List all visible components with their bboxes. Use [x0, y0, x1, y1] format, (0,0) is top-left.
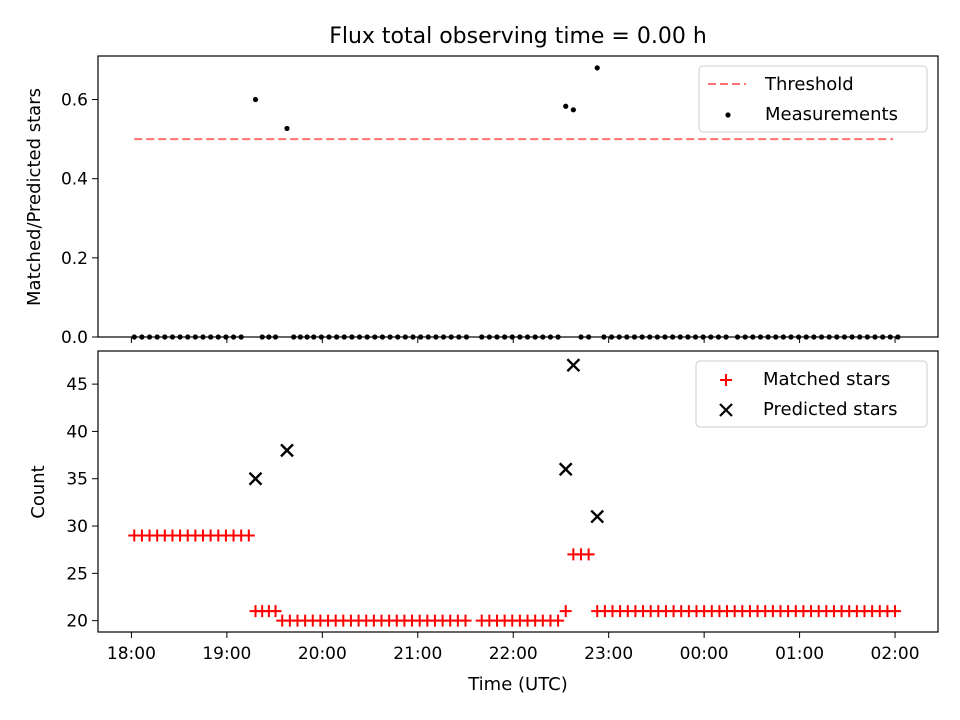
bottom-legend: Matched stars Predicted stars — [695, 360, 928, 428]
x-tick-label: 02:00 — [871, 644, 920, 664]
x-tick-label: 01:00 — [775, 644, 824, 664]
top-y-axis-label: Matched/Predicted stars — [24, 88, 45, 306]
measurement-point — [570, 107, 576, 113]
y-tick-label: 25 — [66, 564, 88, 584]
y-tick-label: 45 — [66, 375, 88, 395]
predicted-star-point — [280, 443, 294, 458]
y-tick-label: 0.0 — [61, 328, 88, 348]
x-tick-label: 21:00 — [393, 644, 442, 664]
matched-star-point — [552, 614, 565, 627]
y-tick-label: 0.4 — [61, 170, 88, 190]
x-tick-label: 22:00 — [489, 644, 538, 664]
top-panel: Flux total observing time = 0.00 h Match… — [24, 24, 939, 348]
top-ticks: 0.0 0.2 0.4 0.6 — [61, 91, 896, 348]
x-tick-label: 00:00 — [680, 644, 729, 664]
bottom-marks — [128, 358, 902, 627]
bottom-ticks: 18:00 19:00 20:00 21:00 22:00 23:00 00:00 01:00… — [66, 375, 919, 664]
x-axis-label: Time (UTC) — [467, 674, 568, 695]
matched-star-point — [889, 605, 902, 618]
top-axes-frame — [97, 55, 939, 338]
legend-threshold-label: Threshold — [764, 74, 854, 95]
predicted-star-point — [558, 462, 573, 477]
top-legend-box — [698, 65, 928, 133]
x-tick-label: 18:00 — [107, 644, 156, 664]
x-tick-label: 23:00 — [584, 644, 633, 664]
bottom-y-axis-label: Count — [28, 465, 49, 518]
chart-title: Flux total observing time = 0.00 h — [329, 24, 707, 49]
y-tick-label: 30 — [66, 517, 88, 537]
measurement-point — [563, 103, 569, 109]
matched-star-point — [582, 548, 595, 561]
x-tick-label: 20:00 — [298, 644, 347, 664]
bottom-legend-box — [695, 360, 928, 428]
bottom-axes-frame — [97, 350, 939, 633]
legend-measurements-label: Measurements — [765, 104, 898, 125]
measurement-point — [252, 96, 259, 103]
predicted-star-point — [590, 509, 605, 524]
x-tick-label: 19:00 — [202, 644, 251, 664]
matched-star-point — [559, 605, 572, 618]
y-tick-label: 35 — [66, 470, 88, 490]
bottom-panel: Count Time (UTC) 18:00 19:00 20:00 21:00 22:… — [28, 350, 939, 695]
legend-matched-swatch — [720, 374, 732, 386]
measurement-point — [284, 125, 290, 132]
y-tick-label: 0.6 — [61, 91, 88, 111]
matched-star-point — [269, 605, 282, 618]
matched-star-point — [459, 614, 472, 627]
legend-measurements-swatch — [725, 112, 731, 118]
legend-predicted-swatch — [719, 403, 733, 417]
y-tick-label: 40 — [66, 422, 88, 442]
y-tick-label: 0.2 — [61, 249, 88, 269]
legend-predicted-label: Predicted stars — [763, 399, 897, 420]
predicted-star-point — [248, 471, 263, 486]
legend-matched-label: Matched stars — [763, 369, 890, 390]
y-tick-label: 20 — [66, 612, 88, 632]
measurement-point — [594, 65, 600, 71]
top-legend: Threshold Measurements — [698, 65, 928, 133]
predicted-star-point — [566, 358, 581, 373]
matched-star-point — [242, 529, 255, 542]
